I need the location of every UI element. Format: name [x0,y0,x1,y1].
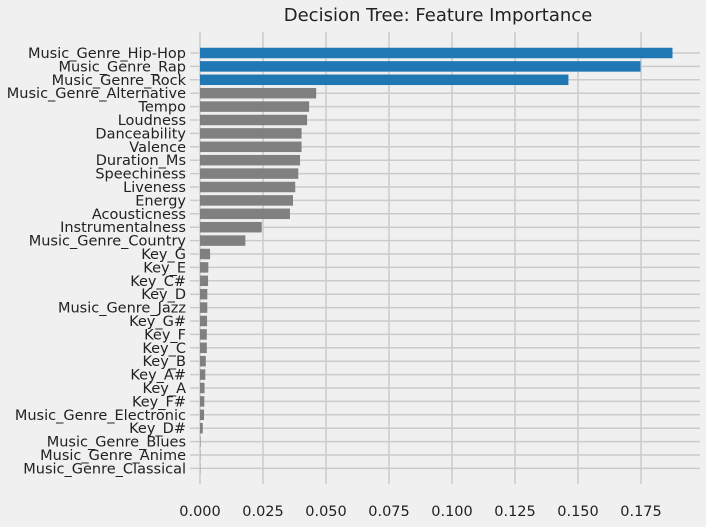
y-category-label: Music_Genre_Country [29,234,187,250]
bar-duration-ms [200,154,301,166]
y-category-label: Valence [129,140,186,156]
bar-key-f [200,329,207,340]
bar-liveness [200,181,296,193]
bar-key-c [200,342,207,354]
y-axis-labels: Music_Genre_Hip-HopMusic_Genre_RapMusic_… [7,46,187,477]
y-category-label: Tempo [137,100,186,116]
y-category-label: Key_C# [130,274,186,290]
y-category-label: Music_Genre_Classical [23,461,186,477]
bar-music-genre-country [200,235,246,246]
chart-title: Decision Tree: Feature Importance [284,5,593,26]
x-tick-label: 0.025 [242,504,284,520]
x-tick-label: 0.050 [305,504,347,520]
bar-music-genre-rap [200,61,641,72]
y-category-label: Key_E [143,260,186,276]
bar-key-g [200,248,211,260]
bar-music-genre-jazz [200,302,208,313]
bar-music-genre-electronic [200,409,205,421]
y-category-label: Acousticness [92,207,186,223]
y-category-label: Music_Genre_Alternative [7,86,186,102]
y-category-label: Danceability [95,126,186,142]
x-tick-label: 0.175 [620,504,662,520]
y-category-label: Instrumentalness [60,220,186,236]
y-category-label: Music_Genre_Electronic [15,408,186,424]
bar-key-c- [200,275,209,287]
x-axis-ticks: 0.000 0.025 0.050 0.075 0.100 0.125 0.150 0.175 [179,504,662,520]
y-category-label: Key_A [143,381,187,397]
bar-loudness [200,114,308,126]
bar-music-genre-rock [200,74,569,86]
y-category-label: Energy [135,193,186,209]
bars [200,47,673,474]
bar-music-genre-blues [200,436,201,447]
x-tick-label: 0.150 [557,504,599,520]
y-category-label: Key_D# [129,421,186,437]
bar-key-d- [200,422,203,434]
y-category-label: Key_D [141,287,186,303]
y-category-label: Liveness [123,180,186,196]
y-category-label: Music_Genre_Hip-Hop [28,46,186,62]
y-category-label: Key_A# [130,368,186,384]
bar-music-genre-alternative [200,87,317,99]
y-category-label: Key_B [143,354,187,370]
x-tick-label: 0.100 [431,504,473,520]
y-category-label: Key_C [142,341,186,357]
bar-key-g- [200,315,208,327]
bar-energy [200,195,293,206]
y-category-label: Key_G# [129,314,186,330]
y-category-label: Duration_Ms [96,153,186,169]
bar-key-b [200,355,206,367]
y-category-label: Key_F [144,327,186,343]
grid-lines [190,32,700,484]
bar-key-a- [200,369,206,380]
bar-acousticness [200,208,290,220]
bar-key-a [200,382,205,394]
bar-music-genre-hip-hop [200,47,673,59]
y-category-label: Music_Genre_Blues [47,435,186,451]
bar-danceability [200,128,302,139]
y-category-label: Key_G [141,247,186,263]
x-tick-label: 0.075 [368,504,410,520]
bar-instrumentalness [200,221,262,233]
bar-valence [200,141,302,153]
y-category-label: Loudness [118,113,186,129]
bar-speechiness [200,168,299,179]
y-category-label: Music_Genre_Rap [58,59,186,75]
y-category-label: Music_Genre_Jazz [58,301,186,317]
bar-tempo [200,101,310,112]
x-tick-label: 0.125 [494,504,536,520]
y-category-label: Music_Genre_Rock [52,73,187,89]
x-tick-label: 0.000 [179,504,221,520]
bar-key-f- [200,396,205,407]
bar-key-d [200,288,208,300]
bar-key-e [200,262,209,273]
y-category-label: Key_F# [132,394,186,410]
y-category-label: Music_Genre_Anime [40,448,186,464]
y-category-label: Speechiness [95,167,186,183]
